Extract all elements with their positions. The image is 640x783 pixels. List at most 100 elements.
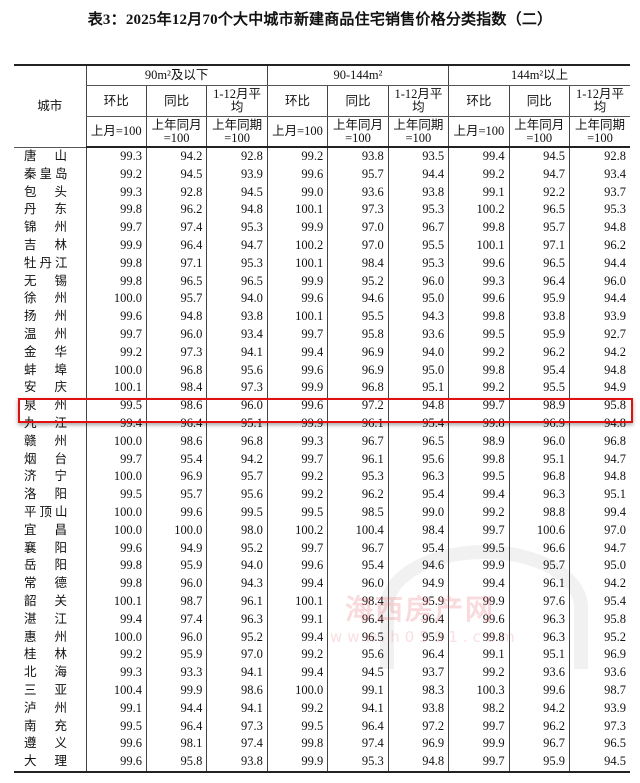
value-cell: 96.4	[145, 236, 207, 255]
city-name: 泸州	[24, 700, 86, 715]
value-cell: 96.1	[327, 414, 389, 433]
value-cell: 96.5	[508, 254, 570, 273]
value-cell: 100.0	[85, 290, 147, 309]
value-cell: 97.3	[145, 343, 207, 362]
value-cell: 94.8	[569, 414, 630, 433]
value-cell: 96.0	[327, 575, 389, 593]
value-cell: 96.4	[327, 610, 389, 629]
value-cell: 97.0	[327, 236, 389, 255]
value-cell: 96.3	[387, 468, 449, 487]
city-name: 惠州	[24, 629, 86, 644]
value-cell: 95.6	[327, 646, 389, 665]
city-name: 蚌埠	[24, 362, 86, 377]
value-cell: 94.0	[387, 343, 449, 362]
subheader: 同比	[327, 85, 389, 117]
value-cell: 99.1	[85, 699, 147, 718]
table-row: 牡丹江 99.8 97.1 95.3 100.1 98.4 95.3 99.6 96.5 94.4	[14, 254, 630, 273]
value-cell: 94.3	[387, 308, 449, 326]
value-cell: 93.6	[569, 664, 630, 682]
value-cell: 99.3	[448, 272, 510, 291]
value-cell: 94.8	[206, 201, 268, 220]
value-cell: 95.5	[327, 308, 389, 326]
value-cell: 99.7	[85, 450, 147, 469]
value-cell: 96.4	[145, 717, 207, 736]
value-cell: 94.8	[387, 397, 449, 415]
city-cell: 九江	[14, 415, 86, 433]
value-cell: 99.7	[448, 753, 510, 773]
value-cell: 95.4	[145, 450, 207, 469]
city-cell: 韶关	[14, 593, 86, 611]
value-cell: 96.0	[508, 432, 570, 451]
value-cell: 100.0	[85, 432, 147, 451]
page-title: 表3：2025年12月70个大中城市新建商品住宅销售价格分类指数（二）	[87, 12, 553, 28]
value-cell: 94.8	[569, 361, 630, 380]
value-cell: 100.1	[85, 379, 147, 398]
value-cell: 95.6	[206, 486, 268, 504]
value-cell: 95.2	[206, 539, 268, 558]
city-name: 安庆	[24, 380, 86, 395]
value-cell: 96.7	[327, 539, 389, 558]
city-cell: 赣州	[14, 433, 86, 451]
base-header: 上年同期=100	[387, 116, 449, 148]
city-cell: 安庆	[14, 379, 86, 397]
value-cell: 99.5	[206, 503, 268, 522]
value-cell: 99.0	[266, 183, 328, 202]
city-cell: 泸州	[14, 700, 86, 718]
value-cell: 95.2	[206, 628, 268, 647]
city-name: 宜昌	[24, 522, 86, 537]
city-name: 九江	[24, 415, 86, 430]
base-header: 上年同期=100	[206, 116, 268, 148]
value-cell: 96.7	[508, 735, 570, 754]
value-cell: 95.7	[145, 486, 207, 504]
value-cell: 96.3	[508, 486, 570, 504]
table-row: 秦皇岛 99.2 94.5 93.9 99.6 95.7 94.4 99.2 94.7 93.4	[14, 165, 630, 184]
value-cell: 95.7	[206, 468, 268, 487]
value-cell: 98.4	[145, 379, 207, 398]
value-cell: 95.0	[387, 361, 449, 380]
value-cell: 95.7	[508, 219, 570, 237]
value-cell: 94.2	[206, 450, 268, 469]
value-cell: 95.9	[508, 325, 570, 344]
city-name: 无锡	[24, 273, 86, 288]
city-name: 南充	[24, 718, 86, 733]
value-cell: 93.9	[569, 308, 630, 326]
value-cell: 96.3	[206, 610, 268, 629]
subheader: 同比	[145, 85, 207, 117]
value-cell: 94.5	[508, 147, 570, 166]
city-name: 金华	[24, 344, 86, 359]
city-cell: 南充	[14, 718, 86, 736]
table-row: 九江 99.4 96.4 95.1 99.9 96.1 95.4 99.8 96.9 94.8	[14, 414, 630, 433]
city-cell: 温州	[14, 326, 86, 344]
value-cell: 96.3	[508, 610, 570, 629]
value-cell: 97.1	[145, 254, 207, 273]
value-cell: 98.2	[448, 699, 510, 718]
value-cell: 99.7	[266, 325, 328, 344]
value-cell: 94.2	[145, 147, 207, 166]
value-cell: 93.9	[569, 699, 630, 718]
value-cell: 96.1	[327, 450, 389, 469]
value-cell: 99.6	[85, 735, 147, 754]
value-cell: 98.1	[145, 735, 207, 754]
group-header: 144m²以上	[448, 64, 630, 86]
value-cell: 99.8	[85, 254, 147, 273]
value-cell: 99.2	[85, 343, 147, 362]
table-row: 北海 99.3 93.3 94.1 99.4 94.5 93.7 99.2 93.6 93.6	[14, 664, 630, 682]
value-cell: 97.0	[327, 219, 389, 237]
city-name: 三亚	[24, 682, 86, 697]
value-cell: 94.3	[206, 575, 268, 593]
value-cell: 94.5	[206, 183, 268, 202]
value-cell: 98.8	[508, 503, 570, 522]
group-header: 90m²及以下	[85, 64, 268, 86]
value-cell: 96.8	[206, 432, 268, 451]
value-cell: 94.4	[569, 254, 630, 273]
table-row: 湛江 99.4 97.4 96.3 99.1 96.4 96.4 99.6 96.3 95.8	[14, 610, 630, 629]
table-row: 烟台 99.7 95.4 94.2 99.7 96.1 95.6 99.8 95.1 94.7	[14, 450, 630, 469]
value-cell: 96.5	[387, 432, 449, 451]
value-cell: 100.2	[448, 201, 510, 220]
value-cell: 99.9	[448, 735, 510, 754]
value-cell: 99.6	[266, 361, 328, 380]
value-cell: 99.6	[85, 308, 147, 326]
value-cell: 95.8	[145, 753, 207, 773]
value-cell: 99.2	[448, 664, 510, 682]
value-cell: 99.4	[85, 414, 147, 433]
